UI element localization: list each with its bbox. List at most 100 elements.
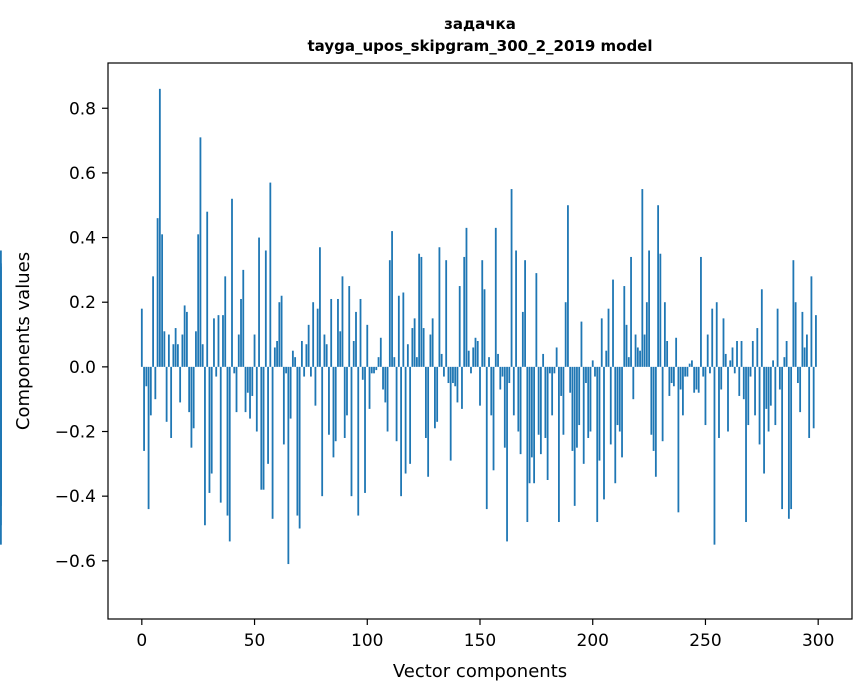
bar-37: [224, 276, 227, 367]
bar-100: [366, 324, 369, 367]
bar-281: [774, 366, 777, 426]
bar-9: [161, 234, 164, 367]
bar-32: [213, 318, 215, 367]
x-tick-label: 250: [689, 631, 721, 651]
bar-203: [598, 366, 601, 461]
bar-238: [677, 366, 680, 513]
bar-70: [298, 366, 301, 529]
bar-128: [429, 334, 432, 367]
bar-225: [648, 250, 650, 367]
bar-150: [479, 366, 481, 406]
bar-46: [244, 366, 247, 413]
bar-282: [776, 308, 779, 367]
bar-47: [246, 366, 249, 393]
bar-284: [781, 366, 784, 510]
bar-242: [686, 366, 689, 377]
bar-127: [427, 366, 430, 477]
bar-173: [530, 366, 533, 458]
bar-220: [636, 347, 639, 367]
bar-184: [555, 347, 558, 367]
bar-283: [778, 366, 781, 390]
bar-228: [654, 366, 657, 477]
bar-149: [476, 341, 479, 367]
bar-269: [747, 366, 750, 426]
bar-234: [668, 366, 671, 396]
bar-230: [659, 253, 662, 367]
bar-270: [749, 366, 752, 377]
bar-176: [537, 366, 540, 435]
bar-11: [165, 366, 168, 422]
bar-83: [328, 366, 330, 435]
bar-239: [679, 366, 682, 390]
bar-296: [808, 366, 811, 438]
bar-93: [350, 366, 353, 497]
bar-202: [596, 366, 599, 523]
bar-157: [494, 227, 497, 367]
chart-title-line-1: задачка: [444, 15, 516, 33]
bar-135: [445, 260, 448, 367]
bar-246: [695, 366, 698, 390]
bar-201: [594, 366, 596, 377]
bar-110: [388, 260, 391, 367]
bar-295: [806, 334, 808, 367]
bar-129: [431, 318, 434, 367]
bar-122: [415, 357, 418, 367]
bar-162: [506, 366, 508, 542]
bar-87: [337, 298, 339, 367]
bar-20: [186, 311, 188, 367]
bar-247: [697, 366, 700, 393]
bar-145: [467, 350, 470, 367]
bar-178: [542, 353, 545, 367]
bar-235: [670, 366, 673, 384]
bar-136: [447, 366, 450, 384]
bar-244: [691, 360, 693, 367]
bar-259: [724, 353, 727, 367]
bar-29: [206, 211, 209, 367]
bar-undefined: [0, 263, 2, 367]
bar-42: [235, 366, 238, 413]
bar-107: [382, 366, 384, 390]
bar-222: [641, 189, 644, 367]
bar-35: [219, 366, 222, 503]
bar-7: [156, 218, 159, 367]
bar-210: [614, 366, 617, 484]
bar-216: [627, 357, 630, 367]
bar-172: [528, 366, 531, 484]
bar-165: [512, 366, 515, 416]
y-tick-label: 0.2: [69, 293, 96, 313]
bar-84: [330, 298, 333, 367]
bar-227: [652, 366, 655, 451]
bar-257: [720, 366, 723, 390]
bar-10: [163, 331, 166, 367]
bar-207: [607, 308, 610, 367]
bar-175: [535, 273, 538, 367]
bar-15: [174, 328, 177, 367]
bar-276: [763, 366, 765, 474]
bar-213: [621, 366, 623, 458]
bar-113: [395, 366, 398, 442]
bar-6: [154, 366, 157, 400]
bar-82: [325, 344, 328, 367]
bar-99: [364, 366, 366, 493]
bar-231: [661, 366, 664, 442]
x-tick-label: 150: [464, 631, 496, 651]
bar-43: [237, 334, 240, 367]
bar-57: [269, 182, 272, 367]
bar-170: [524, 260, 526, 367]
bar-28: [204, 366, 206, 526]
bar-251: [706, 334, 709, 367]
bar-112: [393, 357, 396, 367]
bar-161: [503, 366, 506, 448]
bar-98: [361, 366, 364, 380]
bar-292: [799, 366, 802, 413]
bar-104: [375, 366, 378, 371]
bar-190: [569, 366, 572, 393]
x-axis-ticks: 0 50 100 150 200 250 300: [136, 619, 834, 651]
bar-75: [310, 366, 312, 377]
bar-236: [672, 366, 675, 387]
bar-76: [312, 302, 315, 367]
bar-147: [472, 347, 475, 367]
bar-164: [510, 189, 513, 367]
bar-59: [273, 347, 276, 367]
bar-253: [711, 308, 714, 367]
